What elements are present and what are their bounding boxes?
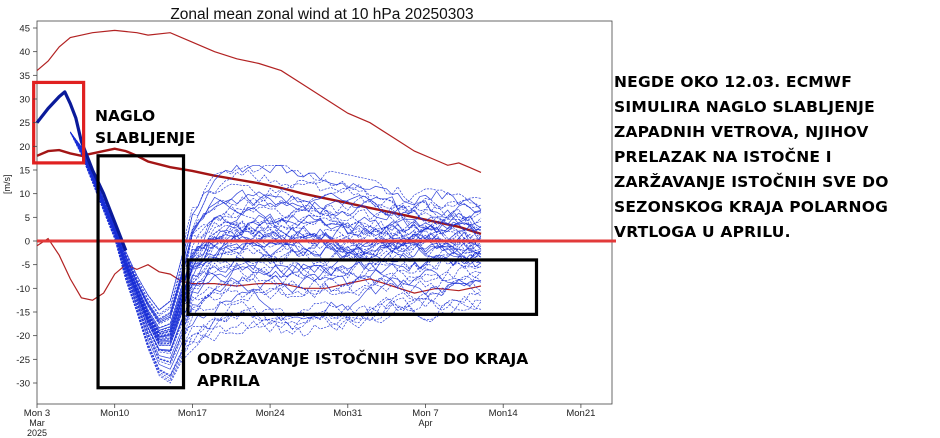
x-tick-label: Mon31 <box>333 408 362 419</box>
side-note-line: PRELAZAK NA ISTOČNE I <box>614 148 832 166</box>
ensemble-member-line <box>70 131 482 315</box>
ensemble-member-line <box>70 131 482 329</box>
side-note: NEGDE OKO 12.03. ECMWF SIMULIRA NAGLO SL… <box>614 70 936 245</box>
x-tick-sublabel: Apr <box>418 418 432 428</box>
side-note-line: SIMULIRA NAGLO SLABLJENJE <box>614 98 875 116</box>
ensemble-member-line <box>70 131 482 332</box>
annotation-odrzavanje: ODRŽAVANJE ISTOČNIH SVE DO KRAJA <box>197 349 528 368</box>
x-tick-sublabel: 2025 <box>27 428 47 438</box>
y-axis-label: [m/s] <box>2 174 12 194</box>
side-note-line: NEGDE OKO 12.03. ECMWF <box>614 73 852 91</box>
ensemble-member-line <box>70 131 482 311</box>
ensemble-member-line <box>69 131 482 377</box>
x-tick-label: Mon21 <box>566 408 595 419</box>
ensemble-member-line <box>70 131 482 321</box>
ensemble-member-line <box>70 131 482 335</box>
side-note-line: SEZONSKOG KRAJA POLARNOG <box>614 198 889 216</box>
x-tick-label: Mon 3 <box>24 408 50 419</box>
y-tick-label: -20 <box>16 331 30 342</box>
y-tick-label: 35 <box>19 71 30 82</box>
y-tick-label: 25 <box>19 118 30 129</box>
ensemble-member-line <box>70 131 482 324</box>
y-tick-label: 15 <box>19 166 30 177</box>
ensemble-member-line <box>70 131 482 329</box>
y-tick-label: -30 <box>16 379 30 390</box>
x-tick-label: Mon17 <box>178 408 207 419</box>
y-tick-label: 45 <box>19 24 30 35</box>
y-tick-label: 40 <box>19 47 30 58</box>
y-tick-label: 10 <box>19 189 30 200</box>
annotation-odrzavanje: APRILA <box>197 372 260 390</box>
ensemble-member-line <box>69 131 482 363</box>
annotation-naglo-slabljenje: SLABLJENJE <box>95 129 195 147</box>
ensemble-member-line <box>69 131 482 345</box>
ensemble-member-line <box>69 131 482 366</box>
highlight-box-persistence <box>186 258 539 316</box>
y-tick-label: -15 <box>16 308 30 319</box>
plot-frame <box>36 20 613 405</box>
side-note-line: VRTLOGA U APRILU. <box>614 223 791 241</box>
y-tick-label: 20 <box>19 142 30 153</box>
ensemble-member-line <box>70 131 482 317</box>
ensemble-member-line <box>70 131 482 311</box>
side-note-line: ZARŽAVANJE ISTOČNIH SVE DO <box>614 173 889 191</box>
y-tick-label: 30 <box>19 95 30 106</box>
annotation-naglo-slabljenje: NAGLO <box>95 107 155 125</box>
y-tick-label: -5 <box>22 260 30 271</box>
chart-title: Zonal mean zonal wind at 10 hPa 20250303 <box>170 6 473 23</box>
climatology-max-line <box>36 29 482 173</box>
ensemble-member-line <box>69 131 482 363</box>
ensemble-member-line <box>69 131 482 364</box>
x-tick-sublabel: Mar <box>29 418 45 428</box>
y-tick-label: 5 <box>25 213 30 224</box>
x-tick-label: Mon10 <box>100 408 129 419</box>
ensemble-member-line <box>70 131 482 336</box>
ensemble-member-line <box>70 131 482 325</box>
ensemble-member-line <box>70 131 482 335</box>
y-tick-label: -25 <box>16 355 30 366</box>
ensemble-member-line <box>69 131 482 359</box>
x-tick-label: Mon24 <box>256 408 285 419</box>
ensemble-member-line <box>69 131 482 384</box>
side-note-line: ZAPADNIH VETROVA, NJIHOV <box>614 123 869 141</box>
ensemble-member-line <box>70 131 482 323</box>
y-tick-label: 0 <box>25 237 30 248</box>
ensemble-member-line <box>70 131 482 337</box>
ensemble-member-line <box>69 131 482 353</box>
analysis-line <box>35 90 128 252</box>
highlight-box-collapse <box>96 154 186 390</box>
ensemble-member-line <box>69 131 482 380</box>
x-tick-label: Mon 7 <box>412 408 438 419</box>
ensemble-member-line <box>70 131 482 322</box>
ensemble-member-line <box>70 131 482 335</box>
x-tick-label: Mon14 <box>489 408 518 419</box>
y-tick-label: -10 <box>16 284 30 295</box>
